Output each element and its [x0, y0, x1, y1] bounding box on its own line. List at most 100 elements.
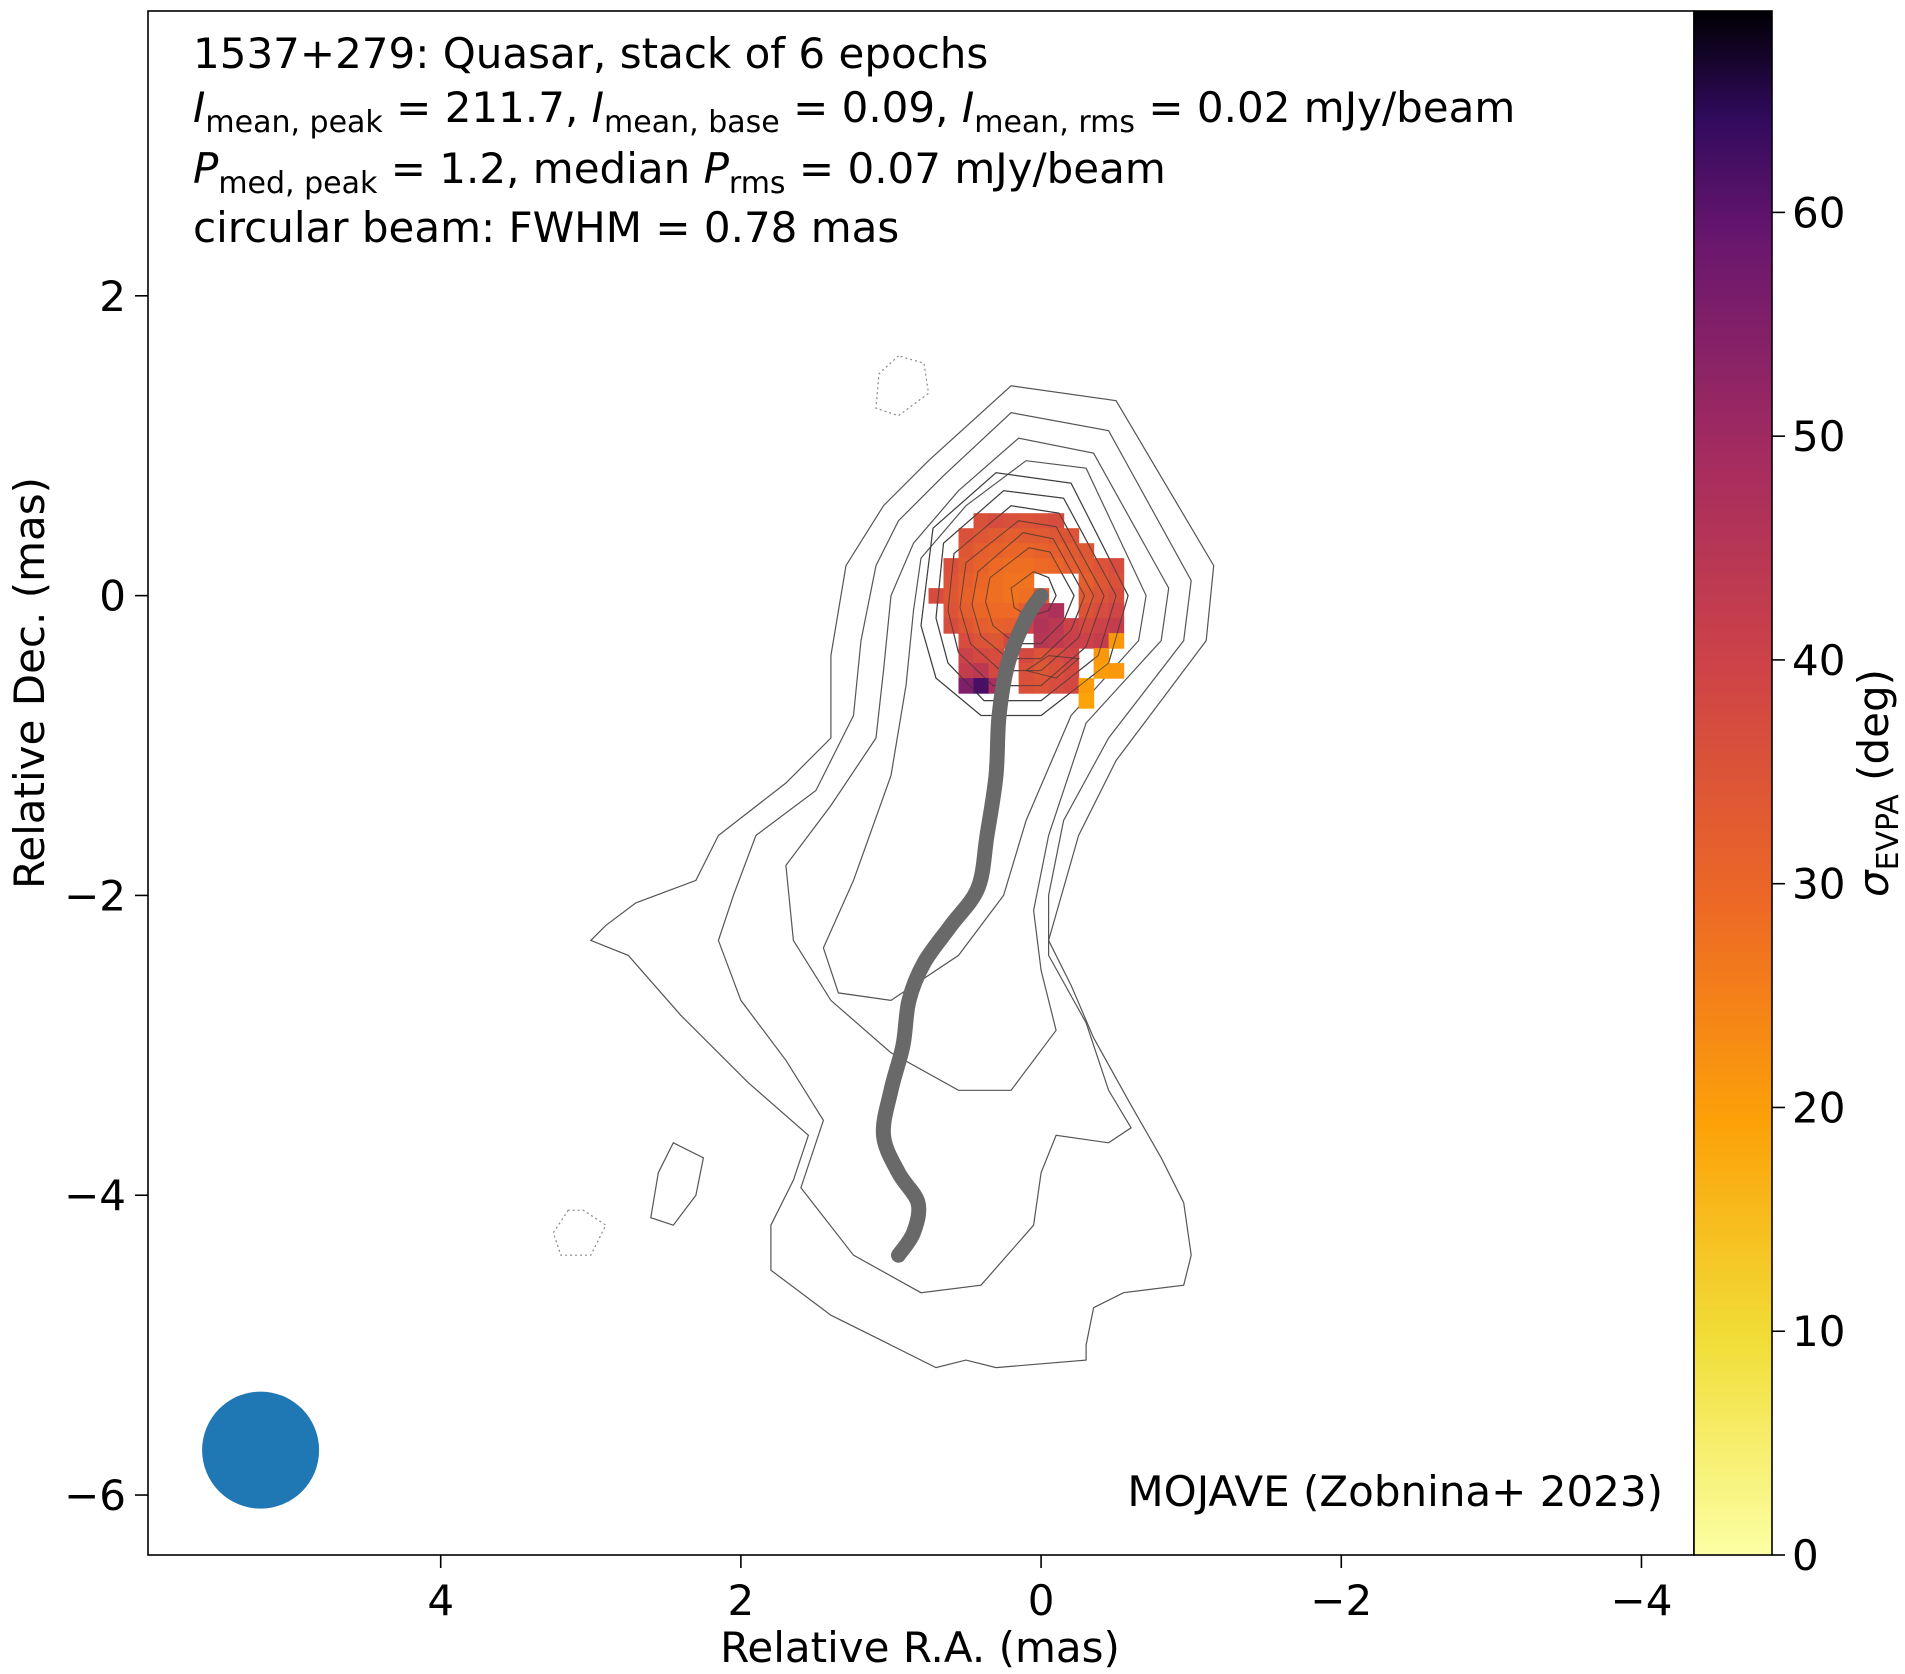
evpa-pixel: [1048, 603, 1065, 619]
evpa-pixel: [973, 513, 990, 529]
colorbar-tick-label: 40: [1792, 636, 1845, 685]
colorbar-label: σEVPA (deg): [1849, 669, 1905, 897]
x-tick-label: −4: [1611, 1576, 1673, 1625]
evpa-pixel: [973, 558, 990, 574]
evpa-pixel: [958, 543, 975, 559]
evpa-pixel: [988, 513, 1005, 529]
evpa-pixel: [1048, 678, 1065, 694]
title-line-4: circular beam: FWHM = 0.78 mas: [193, 203, 899, 252]
evpa-pixel: [1048, 543, 1065, 559]
evpa-pixel: [1033, 543, 1050, 559]
colorbar-frame: [1693, 10, 1773, 1556]
evpa-pixel: [973, 528, 990, 544]
evpa-pixel: [1003, 573, 1020, 589]
evpa-pixel: [1108, 618, 1125, 634]
evpa-pixel: [973, 603, 990, 619]
evpa-pixel: [1078, 678, 1095, 694]
evpa-pixel: [1003, 513, 1020, 529]
evpa-pixel: [1078, 618, 1095, 634]
colorbar-tick-label: 20: [1792, 1083, 1845, 1132]
contour-overlay-3: [947, 505, 1105, 687]
evpa-pixel: [1063, 648, 1080, 664]
evpa-pixel: [1003, 588, 1020, 604]
evpa-pixel: [1048, 513, 1065, 529]
evpa-pixel: [1108, 663, 1125, 679]
evpa-pixel: [958, 573, 975, 589]
evpa-pixel: [1063, 663, 1080, 679]
evpa-pixel: [988, 603, 1005, 619]
evpa-pixel: [958, 618, 975, 634]
evpa-pixel: [1063, 618, 1080, 634]
credit-label: MOJAVE (Zobnina+ 2023): [1127, 1467, 1663, 1516]
evpa-pixel: [958, 633, 975, 649]
evpa-pixel: [928, 588, 945, 604]
evpa-pixel: [1093, 573, 1110, 589]
evpa-pixel: [1093, 603, 1110, 619]
evpa-pixel: [958, 663, 975, 679]
evpa-pixel: [1108, 573, 1125, 589]
evpa-pixel: [973, 663, 990, 679]
evpa-pixel: [943, 588, 960, 604]
colorbar-tick-label: 50: [1792, 412, 1845, 461]
evpa-pixel: [973, 618, 990, 634]
y-tick-label: 0: [99, 572, 126, 621]
jet-ridgeline: [875, 588, 1049, 1263]
x-axis-ticks: 4 2 0 −2 −4: [427, 1555, 1672, 1625]
evpa-pixel: [988, 633, 1005, 649]
colorbar-tick-label: 10: [1792, 1307, 1845, 1356]
evpa-pixel: [1093, 588, 1110, 604]
title-line-3: Pmed, peak = 1.2, median Prms = 0.07 mJy…: [193, 144, 1166, 201]
colorbar-tick-label: 60: [1792, 188, 1845, 237]
evpa-pixel: [1048, 618, 1065, 634]
evpa-pixel: [973, 633, 990, 649]
evpa-pixel: [958, 678, 975, 694]
contour-15: [875, 355, 930, 417]
y-tick-label: 2: [99, 272, 126, 321]
evpa-pixel: [1048, 558, 1065, 574]
colorbar-ticks: 0 10 20 30 40 50 60: [1772, 188, 1845, 1580]
evpa-pixel: [1018, 543, 1035, 559]
contour-overlay-2: [935, 490, 1117, 702]
evpa-pixel: [1033, 558, 1050, 574]
y-tick-label: −4: [64, 1171, 126, 1220]
contour-2: [717, 412, 1192, 1294]
evpa-pixel: [958, 558, 975, 574]
colorbar-gradient: [1694, 11, 1772, 1555]
title-block: 1537+279: Quasar, stack of 6 epochs Imea…: [193, 29, 1515, 252]
evpa-pixel: [1033, 618, 1050, 634]
colorbar-tick-label: 0: [1792, 1531, 1819, 1580]
evpa-pixel: [1078, 693, 1095, 709]
contour-3: [785, 437, 1170, 1091]
plot-area: [202, 355, 1215, 1509]
y-axis-label: Relative Dec. (mas): [5, 477, 54, 889]
evpa-pixel: [1093, 618, 1110, 634]
evpa-pixel: [1033, 648, 1050, 664]
evpa-pixel: [1063, 633, 1080, 649]
contour-overlay-8: [1024, 655, 1080, 679]
y-tick-label: −2: [64, 871, 126, 920]
evpa-pixel: [973, 588, 990, 604]
evpa-pixel: [1018, 513, 1035, 529]
evpa-pixel: [1048, 633, 1065, 649]
title-line-1: 1537+279: Quasar, stack of 6 epochs: [193, 29, 988, 78]
x-tick-label: 4: [427, 1576, 454, 1625]
x-tick-label: 2: [728, 1576, 755, 1625]
evpa-pixel: [1093, 663, 1110, 679]
colorbar: 0 10 20 30 40 50 60 σEVPA (deg): [1693, 10, 1905, 1580]
evpa-pixel: [1018, 648, 1035, 664]
contour-overlay-4: [959, 520, 1095, 672]
intensity-contours: [552, 355, 1215, 1369]
evpa-pixel: [1108, 633, 1125, 649]
beam-ellipse: [202, 1391, 320, 1509]
evpa-pixel: [1003, 543, 1020, 559]
evpa-pixel: [1093, 633, 1110, 649]
contour-overlay-6: [984, 547, 1075, 645]
y-axis-ticks: 2 0 −2 −4 −6: [64, 272, 148, 1520]
evpa-pixel: [988, 543, 1005, 559]
contour-overlay-7: [1010, 571, 1057, 618]
x-tick-label: −2: [1310, 1576, 1372, 1625]
x-axis-label: Relative R.A. (mas): [720, 1623, 1120, 1672]
evpa-pixel: [1063, 678, 1080, 694]
evpa-pixel: [958, 528, 975, 544]
